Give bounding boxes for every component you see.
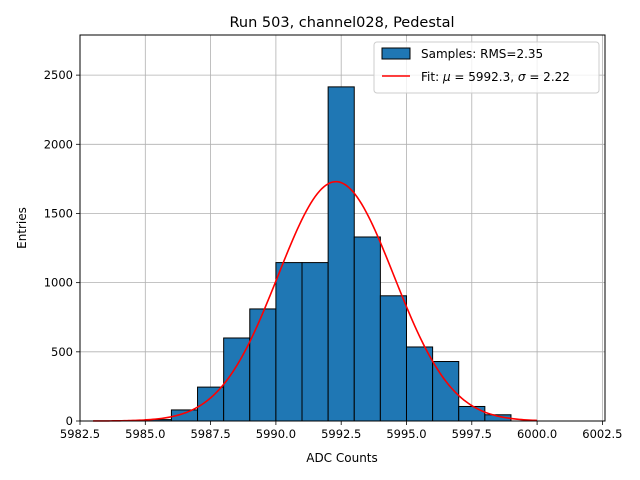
chart-title: Run 503, channel028, Pedestal — [229, 15, 454, 31]
x-tick-label: 5985.0 — [125, 427, 165, 441]
x-tick-label: 5990.0 — [256, 427, 296, 441]
fit-curve-group — [93, 180, 538, 422]
x-tick-label: 5997.5 — [452, 427, 492, 441]
y-tick-label: 500 — [51, 345, 73, 359]
legend-fit-label: Fit: μ = 5992.3, σ = 2.22 — [421, 70, 570, 84]
y-tick-label: 1500 — [44, 206, 73, 220]
x-tick-label: 6000.0 — [517, 427, 557, 441]
x-tick-label: 5995.0 — [386, 427, 426, 441]
x-axis-label: ADC Counts — [306, 451, 378, 465]
histogram-bar — [405, 346, 434, 422]
histogram-bar — [275, 262, 303, 422]
histogram-bars — [144, 86, 512, 422]
histogram-bar — [379, 295, 407, 422]
y-axis-label: Entries — [15, 207, 29, 249]
histogram-bar — [249, 308, 277, 422]
histogram-bar — [327, 86, 355, 422]
y-axis: 0 500 1000 1500 2000 2500 — [44, 68, 80, 428]
plot-frame — [79, 34, 606, 422]
histogram-bar — [458, 405, 486, 422]
x-axis: 5982.5 5985.0 5987.5 5990.0 5992.5 5995.0 5997… — [60, 421, 623, 441]
fit-curve — [93, 180, 538, 422]
histogram-bar — [301, 262, 329, 422]
x-tick-label: 5987.5 — [190, 427, 230, 441]
legend-histogram-label: Samples: RMS=2.35 — [421, 47, 543, 61]
legend-histogram-swatch — [381, 47, 411, 60]
x-tick-label: 5992.5 — [321, 427, 361, 441]
x-tick-label: 6002.5 — [582, 427, 622, 441]
x-tick-label: 5982.5 — [60, 427, 100, 441]
y-tick-label: 0 — [66, 414, 73, 428]
y-tick-label: 2500 — [44, 68, 73, 82]
legend: Samples: RMS=2.35 Fit: μ = 5992.3, σ = 2… — [373, 41, 600, 94]
y-tick-label: 2000 — [44, 137, 73, 151]
y-tick-label: 1000 — [44, 276, 73, 290]
histogram-bar — [353, 236, 381, 422]
legend-box — [373, 41, 600, 94]
